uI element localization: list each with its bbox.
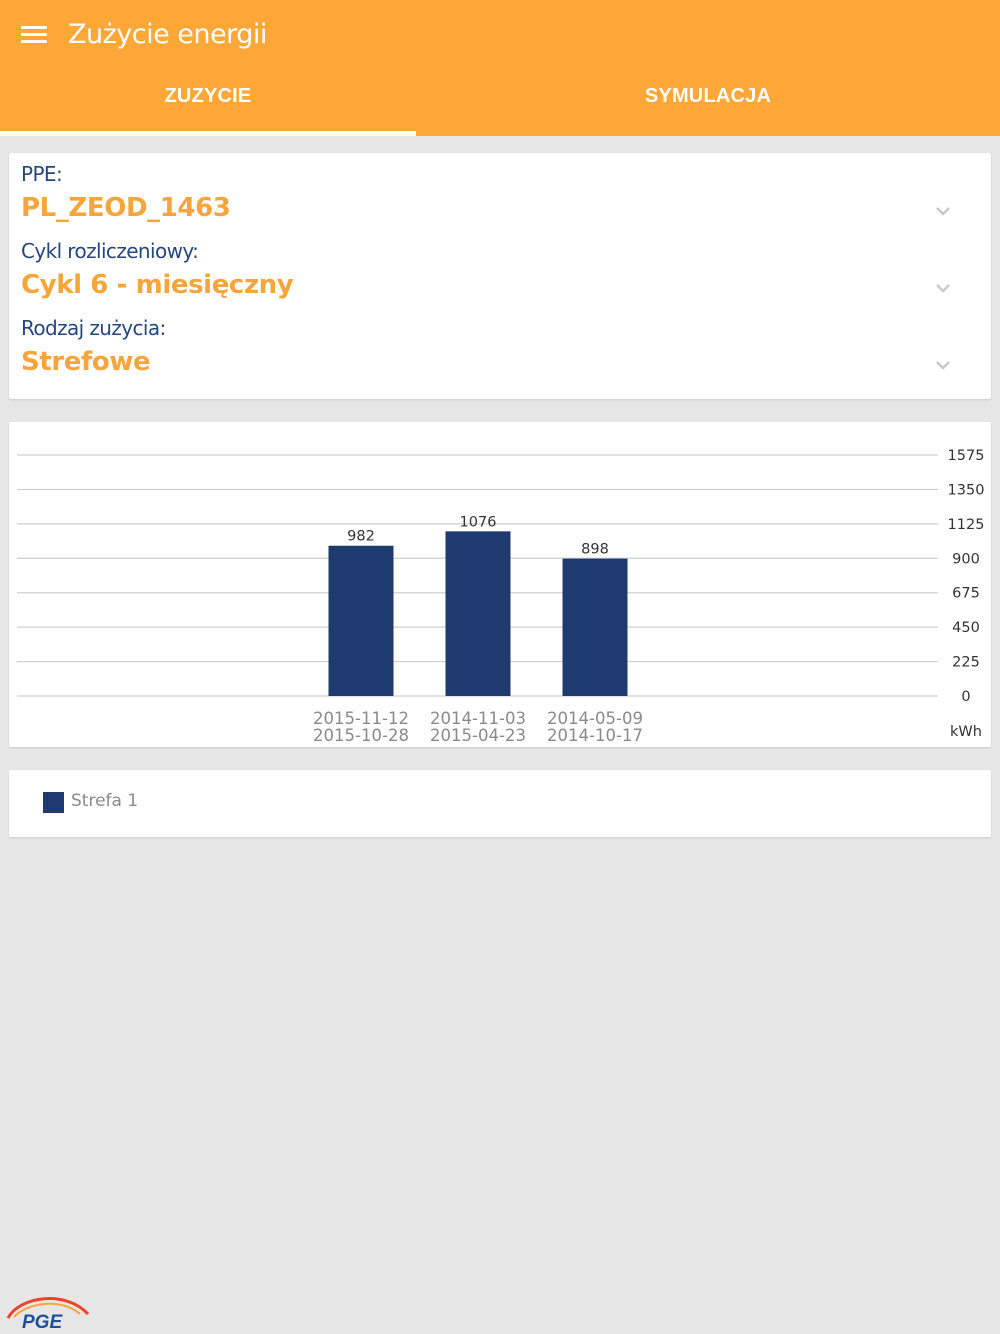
chevron-down-icon[interactable] xyxy=(935,203,951,219)
legend-card: Strefa 1 xyxy=(9,770,991,837)
filters-card: PPE: PL_ZEOD_1463 Cykl rozliczeniowy: Cy… xyxy=(9,153,991,399)
y-tick-label: 225 xyxy=(952,655,980,671)
logo-text: PGE xyxy=(22,1312,63,1332)
chart-card: 1575 1350 1125 900 675 450 225 0 kWh 982 2015-11-1… xyxy=(9,422,991,747)
bar-value-label: 1076 xyxy=(460,514,497,530)
page-title: Zużycie energii xyxy=(68,19,267,50)
y-tick-label: 450 xyxy=(952,620,980,636)
bar-value-label: 898 xyxy=(581,542,609,558)
consumption-bar-chart: 1575 1350 1125 900 675 450 225 0 kWh 982 2015-11-1… xyxy=(17,448,985,745)
y-tick-label: 900 xyxy=(952,551,980,567)
chevron-down-icon[interactable] xyxy=(935,280,951,296)
hamburger-menu-icon[interactable] xyxy=(21,26,47,44)
x-tick-label: 2014-11-03 xyxy=(430,709,526,728)
x-tick-label: 2015-11-12 xyxy=(313,709,409,728)
bar-value-label: 982 xyxy=(347,529,375,545)
x-tick-label: 2014-10-17 xyxy=(547,726,643,745)
pge-logo: PGE xyxy=(6,1297,90,1332)
bar xyxy=(445,531,511,696)
bar xyxy=(562,558,628,696)
y-tick-label: 1575 xyxy=(948,448,985,464)
ppe-label: PPE: xyxy=(21,162,63,186)
app-bar: Zużycie energii ZUZYCIE SYMULACJA xyxy=(0,0,1000,136)
billing-cycle-select[interactable]: Cykl 6 - miesięczny xyxy=(21,270,294,300)
y-unit-label: kWh xyxy=(950,724,982,740)
bar xyxy=(328,545,394,696)
legend-swatch-strefa-1 xyxy=(43,792,64,813)
legend-label: Strefa 1 xyxy=(71,791,139,811)
x-tick-label: 2015-04-23 xyxy=(430,726,526,745)
ppe-select[interactable]: PL_ZEOD_1463 xyxy=(21,193,231,223)
y-tick-label: 1350 xyxy=(948,482,985,498)
tab-zuzycie[interactable]: ZUZYCIE xyxy=(0,76,416,136)
billing-cycle-label: Cykl rozliczeniowy: xyxy=(21,239,199,263)
y-tick-label: 675 xyxy=(952,586,980,602)
chevron-down-icon[interactable] xyxy=(935,357,951,373)
x-tick-label: 2014-05-09 xyxy=(547,709,643,728)
consumption-type-label: Rodzaj zużycia: xyxy=(21,316,166,340)
y-tick-label: 0 xyxy=(961,689,970,705)
tab-symulacja[interactable]: SYMULACJA xyxy=(644,85,772,107)
consumption-type-select[interactable]: Strefowe xyxy=(21,347,151,377)
x-tick-label: 2015-10-28 xyxy=(313,726,409,745)
y-tick-label: 1125 xyxy=(948,517,985,533)
